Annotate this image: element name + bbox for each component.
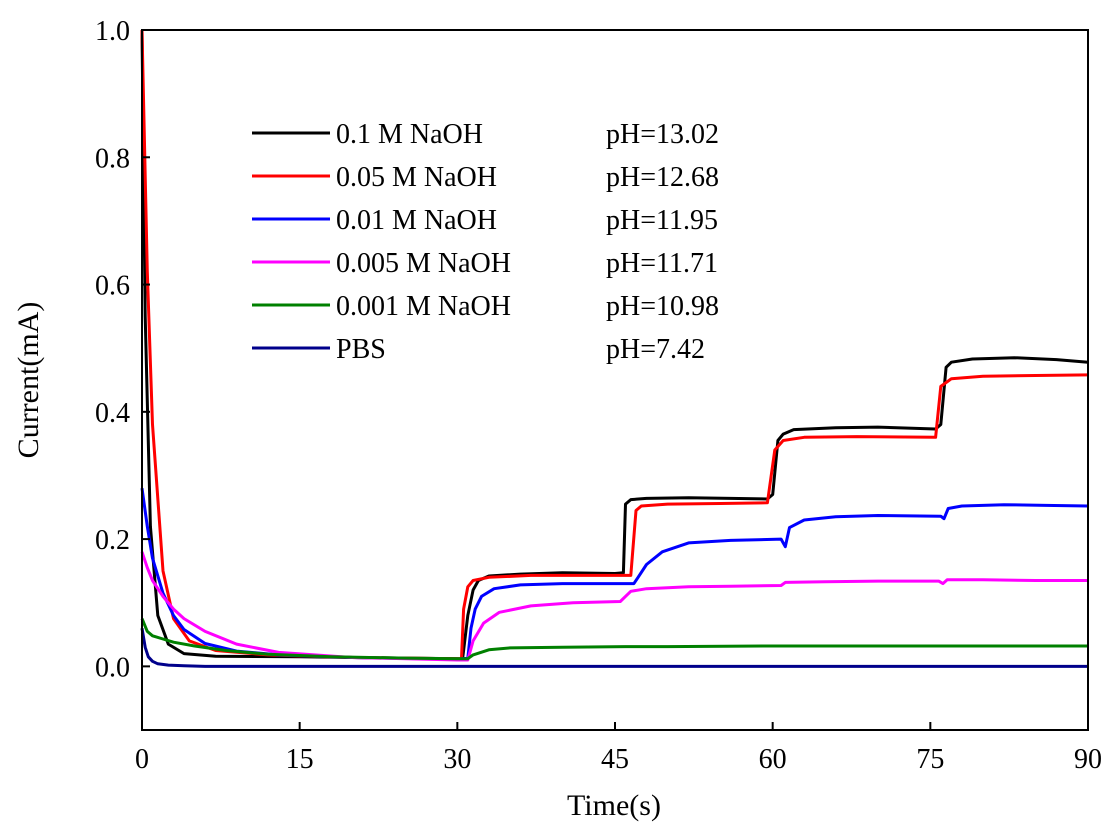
y-tick-label: 1.0 [95, 16, 130, 47]
series-line-4 [140, 551, 1088, 662]
legend-label-1: 0.1 M NaOH [336, 119, 483, 150]
series-line-2 [140, 29, 1089, 661]
x-tick-label: 90 [1074, 744, 1102, 775]
legend-ph-1: pH=13.02 [606, 119, 719, 150]
axes-layer: 0 15 30 45 60 75 90 0.0 0.2 0.4 0.6 0.8 1.0 [95, 16, 1102, 775]
legend-ph-5: pH=10.98 [606, 291, 719, 322]
series-line-5 [140, 618, 1088, 661]
legend-ph-3: pH=11.95 [606, 205, 718, 236]
x-tick-label: 0 [135, 744, 149, 775]
legend-ph-4: pH=11.71 [606, 248, 718, 279]
series-layer [140, 29, 1089, 668]
y-tick-label: 0.0 [95, 652, 130, 683]
x-tick-label: 60 [759, 744, 787, 775]
x-tick-label: 75 [916, 744, 944, 775]
legend-label-6: PBS [336, 334, 386, 365]
series-line-1 [140, 29, 1089, 661]
legend: 0.1 M NaOH pH=13.02 0.05 M NaOH pH=12.68 0.0… [252, 119, 719, 365]
x-tick-label: 45 [601, 744, 629, 775]
series-line-6 [140, 627, 1088, 668]
y-tick-label: 0.2 [95, 525, 130, 556]
x-tick-label: 30 [443, 744, 471, 775]
legend-label-4: 0.005 M NaOH [336, 248, 511, 279]
y-axis-label: Current(mA) [12, 302, 45, 459]
y-tick-label: 0.6 [95, 271, 130, 302]
legend-ph-6: pH=7.42 [606, 334, 705, 365]
legend-label-3: 0.01 M NaOH [336, 205, 497, 236]
legend-label-5: 0.001 M NaOH [336, 291, 511, 322]
x-tick-label: 15 [286, 744, 314, 775]
legend-ph-2: pH=12.68 [606, 162, 719, 193]
series-line-3 [140, 487, 1089, 661]
y-tick-label: 0.8 [95, 143, 130, 174]
x-axis-label: Time(s) [567, 789, 661, 822]
legend-label-2: 0.05 M NaOH [336, 162, 497, 193]
y-tick-label: 0.4 [95, 398, 130, 429]
